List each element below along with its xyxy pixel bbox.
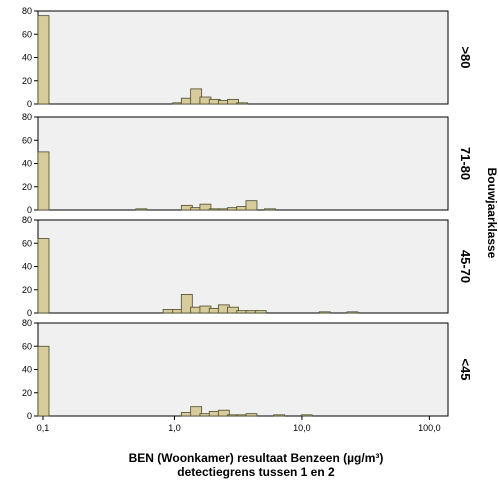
y-tick-label: 40 — [22, 365, 32, 375]
facet-title: Bouwjaarklasse — [485, 168, 498, 259]
histogram-bar — [135, 208, 148, 211]
histogram-bar — [254, 310, 267, 314]
y-tick-label: 60 — [22, 238, 32, 248]
histogram-bar — [346, 311, 359, 314]
histogram-bar — [227, 98, 239, 105]
panel-background — [37, 10, 449, 105]
x-tick-label: 10,0 — [293, 423, 311, 433]
y-tick-label: 20 — [22, 388, 32, 398]
histogram-bar — [37, 151, 50, 211]
panel-3: 0 20 40 60 80 <45 — [22, 318, 473, 421]
y-tick-label: 40 — [22, 262, 32, 272]
panel-1: 0 20 40 60 80 71-80 — [22, 112, 473, 215]
x-axis-title-line1: BEN (Woonkamer) resultaat Benzeen (µg/m³… — [129, 451, 384, 465]
y-tick-label: 40 — [22, 53, 32, 63]
y-tick-label: 40 — [22, 159, 32, 169]
histogram-bar — [318, 311, 331, 314]
y-tick-label: 20 — [22, 76, 32, 86]
y-tick-label: 60 — [22, 135, 32, 145]
panel-0: 0 20 40 60 80 >80 — [22, 6, 473, 109]
histogram-bar — [199, 203, 212, 211]
histogram-bar — [180, 293, 193, 314]
y-tick-label: 80 — [22, 318, 32, 328]
histogram-bar — [37, 15, 50, 105]
panel-label: <45 — [458, 358, 473, 380]
panel-background — [37, 116, 449, 211]
panel-2: 0 20 40 60 80 45-70 — [22, 215, 473, 318]
panel-label: >80 — [458, 46, 473, 68]
y-tick-label: 80 — [22, 215, 32, 225]
histogram-bar — [37, 345, 50, 417]
histogram-bar — [217, 409, 230, 417]
histogram-bar — [300, 414, 313, 417]
y-tick-label: 0 — [27, 411, 32, 421]
x-tick-label: 0,1 — [37, 423, 50, 433]
y-tick-label: 0 — [27, 205, 32, 215]
x-axis-title-line2: detectiegrens tussen 1 en 2 — [177, 465, 335, 479]
y-tick-label: 20 — [22, 182, 32, 192]
panel-background — [37, 219, 449, 314]
y-tick-label: 60 — [22, 341, 32, 351]
histogram-bar — [190, 88, 203, 105]
y-tick-label: 0 — [27, 308, 32, 318]
histogram-bar — [245, 413, 258, 417]
histogram-bar — [37, 238, 50, 314]
x-tick-label: 100,0 — [418, 423, 441, 433]
y-tick-label: 0 — [27, 99, 32, 109]
histogram-bar — [227, 306, 239, 314]
y-tick-label: 80 — [22, 6, 32, 16]
histogram-bar — [236, 102, 249, 105]
panel-label: 71-80 — [458, 147, 473, 180]
y-tick-label: 60 — [22, 29, 32, 39]
x-tick-label: 1,0 — [168, 423, 181, 433]
panel-background — [37, 322, 449, 417]
y-tick-label: 80 — [22, 112, 32, 122]
panel-label: 45-70 — [458, 250, 473, 283]
histogram-bar — [264, 208, 276, 211]
histogram-bar — [245, 200, 258, 211]
histogram-bar — [190, 406, 203, 417]
y-tick-label: 20 — [22, 285, 32, 295]
histogram-bar — [273, 414, 285, 417]
